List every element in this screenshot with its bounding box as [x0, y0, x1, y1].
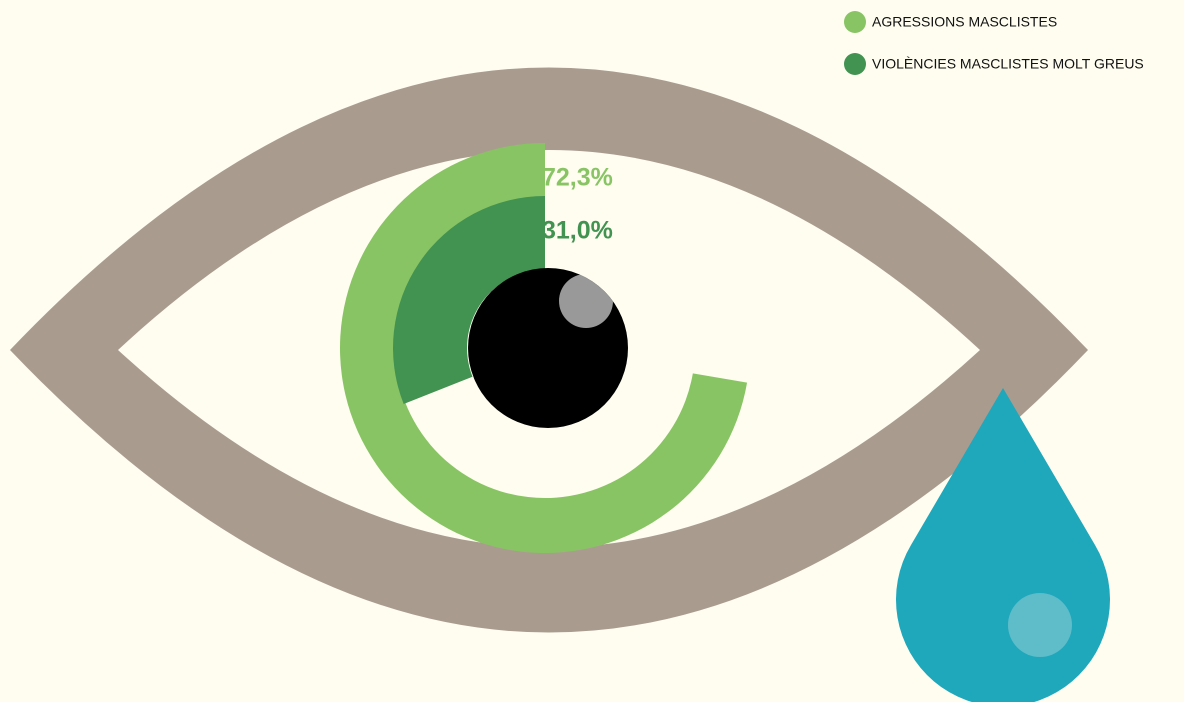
eye-outline — [10, 67, 1088, 633]
ring-bar — [392, 196, 545, 404]
legend-label: VIOLÈNCIES MASCLISTES MOLT GREUS — [872, 56, 1144, 72]
legend: AGRESSIONS MASCLISTES VIOLÈNCIES MASCLIST… — [844, 11, 1144, 75]
legend-swatch — [844, 11, 866, 33]
teardrop-highlight — [1008, 593, 1072, 657]
rings: 72,3% 31,0% — [340, 143, 748, 553]
legend-swatch — [844, 53, 866, 75]
value-label: 31,0% — [542, 217, 613, 245]
value-label: 72,3% — [542, 164, 613, 192]
legend-label: AGRESSIONS MASCLISTES — [872, 14, 1057, 30]
pupil-highlight — [559, 274, 613, 328]
